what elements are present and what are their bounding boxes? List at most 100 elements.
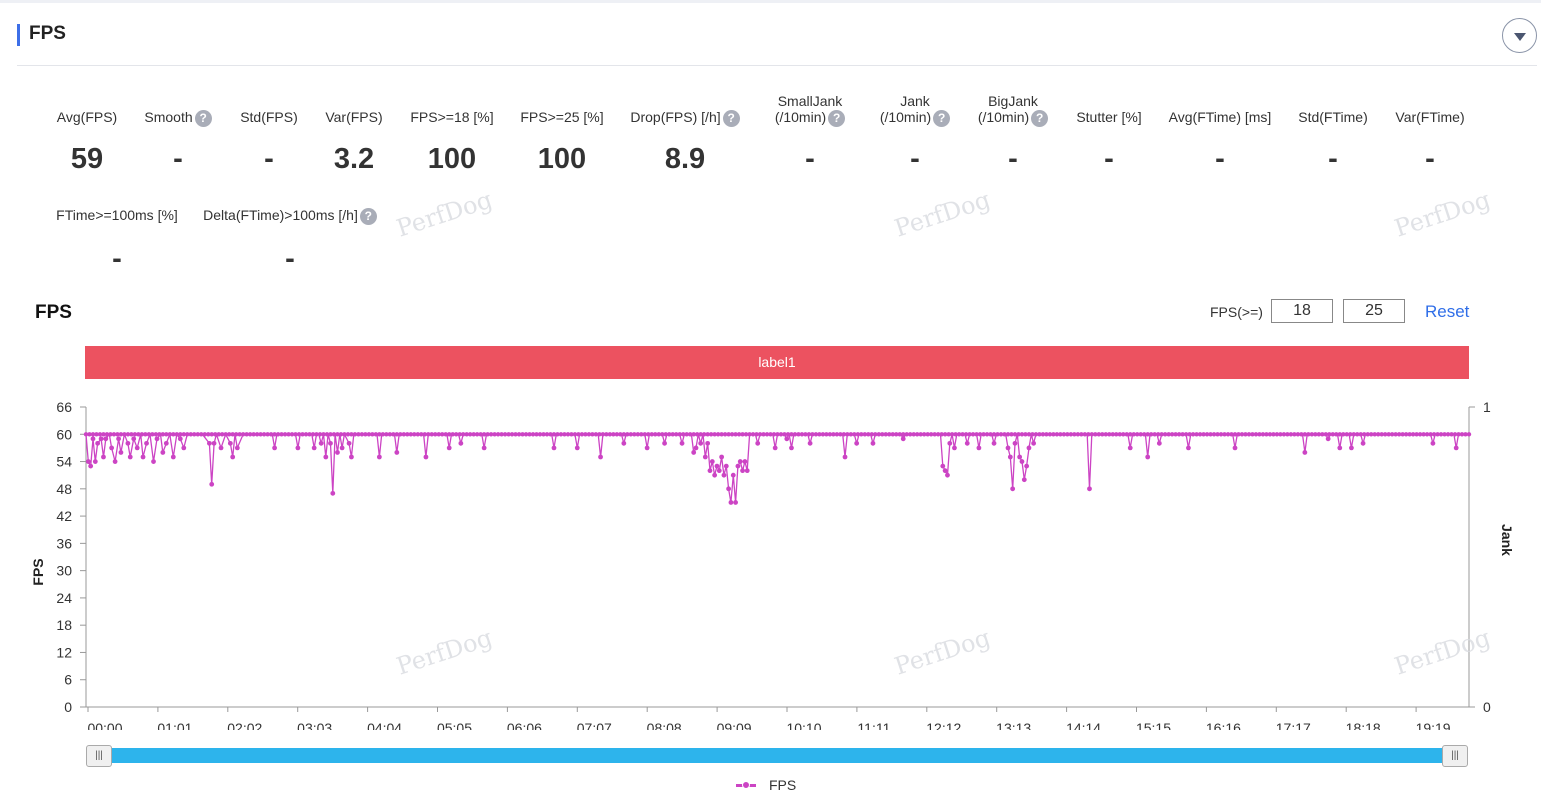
fps-point xyxy=(1047,432,1053,437)
fps-point xyxy=(513,432,518,437)
fps-point xyxy=(1236,432,1241,437)
metric-row1-5: FPS>=25 [%] 100 xyxy=(472,109,652,189)
fps-point xyxy=(1017,454,1023,460)
fps-point xyxy=(282,432,288,437)
fps-threshold-high-input[interactable] xyxy=(1343,299,1405,323)
fps-point xyxy=(656,432,661,437)
fps-point xyxy=(1197,432,1203,437)
fps-point xyxy=(813,432,819,437)
fps-point xyxy=(785,432,791,437)
fps-line-chart[interactable]: 0 6 12 18 24 30 36 42 48 54 60 66 0 1 00:00 01:01 02:02 0… xyxy=(0,390,1541,730)
collapse-button[interactable] xyxy=(1502,18,1537,53)
slider-handle-right[interactable]: ||| xyxy=(1442,745,1468,767)
metric-label: Drop(FPS) [/h]? xyxy=(595,109,775,127)
fps-point xyxy=(1306,432,1311,437)
fps-point xyxy=(481,432,487,437)
fps-point xyxy=(143,432,148,437)
fps-point xyxy=(240,432,246,437)
help-icon[interactable]: ? xyxy=(828,109,846,127)
fps-point xyxy=(574,445,580,451)
help-icon[interactable]: ? xyxy=(194,109,212,127)
x-tick-label: 18:18 xyxy=(1346,720,1381,730)
fps-point xyxy=(458,440,464,446)
fps-point xyxy=(558,432,564,437)
fps-point xyxy=(199,432,204,437)
fps-point xyxy=(1278,432,1283,437)
fps-point xyxy=(530,432,536,437)
fps-point xyxy=(275,432,281,437)
metric-label-text: Std(FPS) xyxy=(240,109,298,125)
fps-point xyxy=(1372,432,1377,437)
top-divider xyxy=(0,0,1541,3)
fps-point xyxy=(712,432,717,437)
fps-point xyxy=(216,432,221,437)
fps-point xyxy=(1403,432,1409,437)
fps-point xyxy=(1114,432,1119,437)
metric-row1-13: Var(FTime) - xyxy=(1340,109,1520,189)
fps-point xyxy=(370,432,375,437)
fps-point xyxy=(520,432,525,437)
fps-point xyxy=(164,432,169,437)
fps-point xyxy=(792,432,798,437)
fps-point xyxy=(495,432,501,437)
fps-point xyxy=(984,432,990,437)
fps-threshold-low-input[interactable] xyxy=(1271,299,1333,323)
fps-point xyxy=(1358,432,1363,437)
slider-handle-left[interactable]: ||| xyxy=(86,745,112,767)
metric-label-text: FPS>=25 [%] xyxy=(520,109,604,125)
x-tick-label: 12:12 xyxy=(926,720,961,730)
fps-point xyxy=(307,432,312,437)
fps-point xyxy=(293,432,298,437)
help-icon[interactable]: ? xyxy=(933,109,951,127)
reset-button[interactable]: Reset xyxy=(1425,302,1470,321)
fps-point xyxy=(1452,432,1458,437)
fps-point xyxy=(101,454,106,460)
fps-point xyxy=(464,432,469,437)
fps-point xyxy=(1348,432,1353,437)
fps-point xyxy=(952,445,957,451)
help-icon[interactable]: ? xyxy=(722,109,740,127)
help-icon[interactable]: ? xyxy=(359,207,377,225)
time-range-slider[interactable]: ||| ||| xyxy=(86,745,1468,767)
metric-value: - xyxy=(1215,143,1225,175)
fps-point xyxy=(939,432,944,437)
fps-point xyxy=(376,454,382,460)
y-tick-label: 12 xyxy=(56,644,72,660)
fps-point xyxy=(352,432,358,437)
watermark: PerfDog xyxy=(891,185,994,243)
fps-point xyxy=(112,459,118,464)
fps-point xyxy=(506,432,511,437)
help-icon[interactable]: ? xyxy=(1031,109,1049,127)
fps-point xyxy=(349,432,354,437)
fps-point xyxy=(632,432,637,437)
fps-point xyxy=(523,432,529,437)
fps-point xyxy=(691,432,696,437)
fps-point xyxy=(1341,432,1346,437)
fps-point xyxy=(423,454,429,460)
fps-point xyxy=(565,432,571,437)
fps-point xyxy=(928,432,934,437)
fps-point xyxy=(733,500,738,505)
fps-point xyxy=(1156,440,1162,446)
fps-point xyxy=(129,432,134,437)
fps-point xyxy=(644,445,650,451)
fps-point xyxy=(195,432,200,437)
fps-point xyxy=(206,440,212,446)
y-tick-label: 48 xyxy=(56,481,72,497)
metric-value: - xyxy=(264,143,274,175)
x-tick-label: 11:11 xyxy=(857,720,890,730)
fps-point xyxy=(335,450,340,455)
fps-point xyxy=(342,432,347,437)
fps-point xyxy=(740,468,745,474)
label-bar[interactable]: label1 xyxy=(85,346,1469,379)
fps-point xyxy=(323,454,329,460)
fps-point xyxy=(772,445,778,451)
fps-point xyxy=(768,432,773,437)
fps-point xyxy=(502,432,508,437)
fps-point xyxy=(1260,432,1266,437)
metric-row2-1: Delta(FTime)>100ms [/h]? - xyxy=(200,207,380,287)
slider-track[interactable] xyxy=(98,748,1456,763)
fps-point xyxy=(1100,432,1105,437)
fps-point xyxy=(1421,432,1426,437)
fps-point xyxy=(1271,432,1276,437)
